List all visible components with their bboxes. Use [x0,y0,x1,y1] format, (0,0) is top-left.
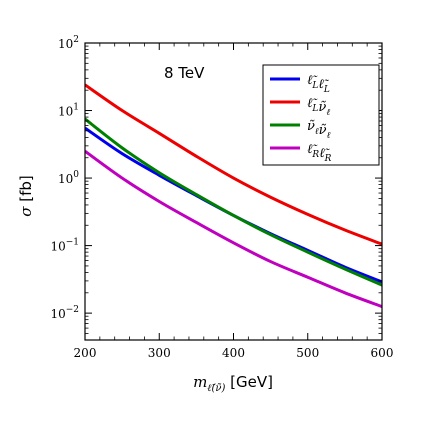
y-tick-label: 101 [58,103,79,119]
x-tick-label: 600 [371,346,394,360]
legend-entry-label: ℓ̃Lℓ̃L [307,73,330,95]
x-tick-label: 300 [148,346,171,360]
legend: ℓ̃Lℓ̃Lℓ̃Lν̃ℓν̃ℓν̃ℓℓ̃Rℓ̃R [262,64,380,166]
y-tick-label: 10−2 [50,305,79,321]
legend-entry-label: ℓ̃Rℓ̃R [307,142,332,164]
plot-area [85,83,382,308]
y-axis-label: σ [fb] [17,175,35,217]
x-tick-label: 500 [296,346,319,360]
series-line-2 [85,83,382,246]
x-tick-label: 400 [222,346,245,360]
series-line-3 [85,117,382,287]
energy-annotation: 8 TeV [164,64,205,82]
legend-entry-label: ℓ̃Lν̃ℓ [307,96,330,118]
y-tick-label: 10−1 [50,238,79,254]
x-axis-label: mℓ̃(ν̃) [GeV] [193,373,273,394]
y-tick-label: 102 [58,35,79,51]
x-tick-label: 200 [74,346,97,360]
axes: 200 300 400 500 600 10−2 10−1 100 101 102 [50,35,393,360]
series-line-4 [85,149,382,308]
y-tick-label: 100 [58,170,79,186]
legend-entry-label: ν̃ℓν̃ℓ [307,119,331,141]
